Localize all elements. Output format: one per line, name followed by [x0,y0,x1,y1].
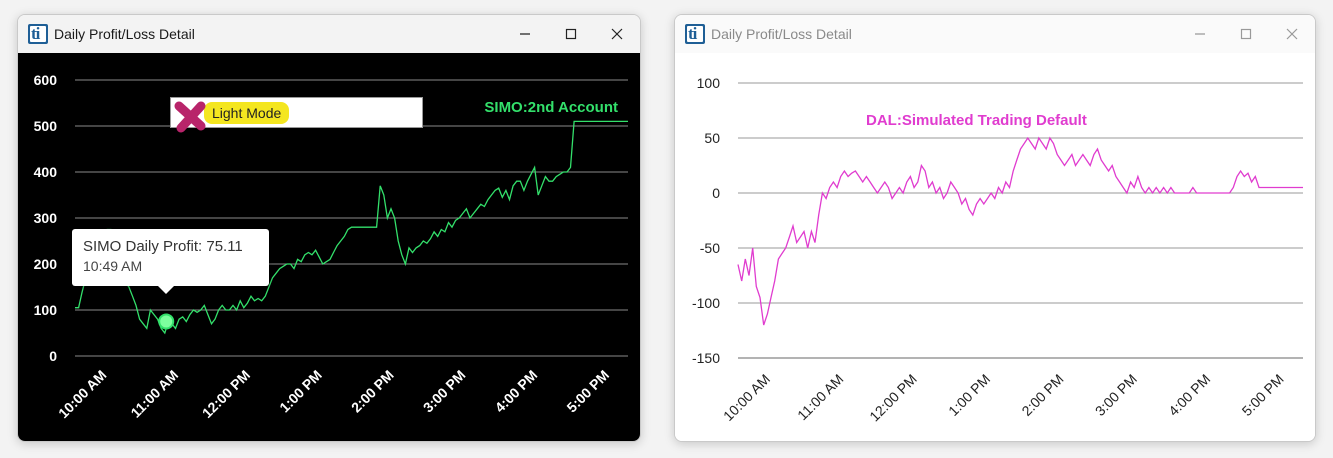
maximize-icon [1240,28,1252,40]
y-tick-label: 400 [34,164,58,180]
x-tick-label: 1:00 PM [276,367,325,416]
y-tick-label: 300 [34,210,58,226]
close-icon [1286,28,1298,40]
tooltip-title: SIMO Daily Profit: 75.11 [83,238,243,255]
series-line [737,136,1303,326]
x-tick-label: 3:00 PM [1092,371,1140,419]
title-bar[interactable]: ti Daily Profit/Loss Detail [675,15,1315,53]
y-tick-label: 0 [49,348,57,364]
y-tick-label: 500 [34,118,58,134]
maximize-button[interactable] [1223,15,1269,53]
x-tick-label: 3:00 PM [420,367,469,416]
y-tick-label: 100 [697,75,721,91]
x-tick-label: 4:00 PM [1165,371,1213,419]
x-tick-label: 1:00 PM [945,371,993,419]
y-tick-label: 50 [704,130,720,146]
minimize-button[interactable] [1177,15,1223,53]
app-icon: ti [28,24,48,44]
title-bar[interactable]: ti Daily Profit/Loss Detail [18,15,640,53]
y-tick-label: 200 [34,256,58,272]
y-tick-label: 0 [712,185,720,201]
x-tick-label: 10:00 AM [720,371,773,424]
minimize-button[interactable] [502,15,548,53]
y-tick-label: 600 [34,72,58,88]
window-title: Daily Profit/Loss Detail [54,26,195,42]
light-mode-bar[interactable]: Light Mode [170,97,423,133]
x-tick-label: 11:00 AM [127,367,181,421]
x-tick-label: 2:00 PM [348,367,397,416]
chart-area[interactable]: 0 100 200 300 400 500 600 10:00 AM 11:00 AM 12:00… [18,53,640,441]
x-tick-label: 5:00 PM [1239,371,1287,419]
profit-chart[interactable]: -150 -100 -50 0 50 100 10:00 AM 11:00 AM 12:00 P… [675,53,1315,441]
minimize-icon [520,33,530,35]
x-tick-label: 12:00 PM [866,371,920,425]
highlight-point[interactable] [158,313,175,330]
data-tooltip: SIMO Daily Profit: 75.11 10:49 AM [72,229,269,294]
close-button[interactable] [1269,15,1315,53]
series-label: SIMO:2nd Account [484,99,618,116]
tooltip-time: 10:49 AM [83,258,143,274]
x-tick-label: 5:00 PM [563,367,612,416]
chart-area[interactable]: -150 -100 -50 0 50 100 10:00 AM 11:00 AM 12:00 P… [675,53,1315,441]
close-mark-icon [174,101,206,133]
light-mode-button[interactable]: Light Mode [204,102,290,124]
app-icon: ti [685,24,705,44]
window-title: Daily Profit/Loss Detail [711,26,852,42]
maximize-button[interactable] [548,15,594,53]
x-tick-label: 4:00 PM [492,367,541,416]
profit-chart[interactable]: 0 100 200 300 400 500 600 10:00 AM 11:00 AM 12:00… [18,53,640,441]
x-tick-label: 12:00 PM [199,367,253,421]
x-tick-label: 11:00 AM [794,371,846,423]
profit-loss-window-dark: ti Daily Profit/Loss Detail 0 100 200 300 40… [17,14,641,442]
minimize-icon [1195,33,1205,35]
close-button[interactable] [594,15,640,53]
series-line [75,120,628,335]
maximize-icon [565,28,577,40]
x-tick-label: 2:00 PM [1018,371,1066,419]
y-tick-label: 100 [34,302,58,318]
y-tick-label: -150 [692,350,720,366]
y-tick-label: -50 [700,240,720,256]
y-tick-label: -100 [692,295,720,311]
x-tick-label: 10:00 AM [55,367,109,421]
profit-loss-window-light: ti Daily Profit/Loss Detail -150 -100 -50 0… [674,14,1316,442]
series-label: DAL:Simulated Trading Default [866,112,1087,129]
close-icon [611,28,623,40]
